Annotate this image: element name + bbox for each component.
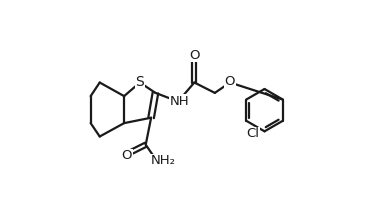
Text: O: O xyxy=(189,49,200,62)
Text: O: O xyxy=(225,75,235,88)
Text: Cl: Cl xyxy=(246,127,259,140)
Text: NH₂: NH₂ xyxy=(151,154,176,167)
Text: NH: NH xyxy=(169,95,189,108)
Text: O: O xyxy=(122,149,132,162)
Text: S: S xyxy=(136,75,144,89)
